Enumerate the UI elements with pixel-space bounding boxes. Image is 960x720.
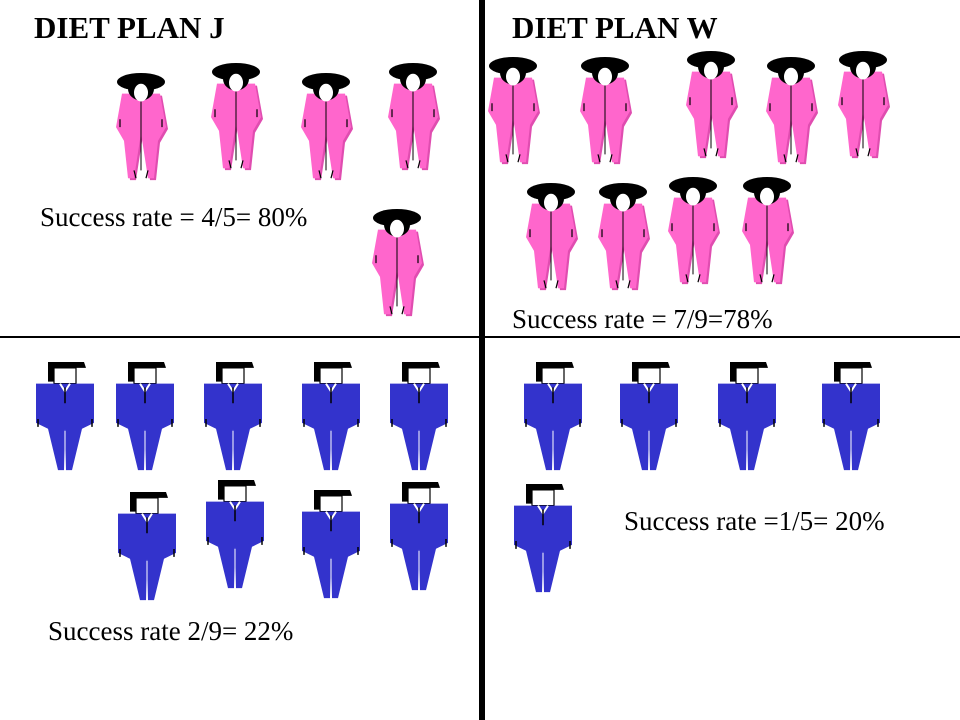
plan-w-woman-3 <box>680 50 746 168</box>
plan-j-man-6 <box>112 490 182 604</box>
plan-j-man-9 <box>384 480 454 594</box>
horizontal-divider-right <box>485 336 960 338</box>
plan-w-woman-4 <box>760 56 826 174</box>
woman-icon <box>686 50 738 159</box>
plan-j-woman-2 <box>205 62 271 180</box>
plan-w-man-1 <box>518 360 588 474</box>
woman-icon <box>742 176 794 285</box>
plan-w-men-success-rate: Success rate =1/5= 20% <box>624 506 885 536</box>
plan-w-man-4 <box>816 360 886 474</box>
woman-icon <box>580 56 632 165</box>
plan-w-woman-1 <box>482 56 548 174</box>
man-icon <box>718 361 776 471</box>
woman-icon <box>838 50 890 159</box>
plan-j-man-1 <box>30 360 100 474</box>
woman-icon <box>116 72 168 181</box>
man-icon <box>390 361 448 471</box>
man-icon <box>620 361 678 471</box>
plan-j-woman-5 <box>366 208 432 326</box>
plan-w-man-3 <box>712 360 782 474</box>
plan-w-man-5 <box>508 482 578 596</box>
plan-w-woman-9 <box>736 176 802 294</box>
plan-j-man-2 <box>110 360 180 474</box>
plan-w-women-success-rate: Success rate = 7/9=78% <box>512 304 773 334</box>
vertical-divider <box>479 0 485 720</box>
plan-j-woman-4 <box>382 62 448 180</box>
plan-w-man-2 <box>614 360 684 474</box>
plan-w-title: DIET PLAN W <box>512 10 718 45</box>
man-icon <box>390 481 448 591</box>
woman-icon <box>301 72 353 181</box>
woman-icon <box>211 62 263 171</box>
man-icon <box>302 489 360 599</box>
plan-j-man-3 <box>198 360 268 474</box>
plan-w-woman-5 <box>832 50 898 168</box>
man-icon <box>206 479 264 589</box>
plan-j-men-success-rate: Success rate 2/9= 22% <box>48 616 294 646</box>
woman-icon <box>488 56 540 165</box>
man-icon <box>116 361 174 471</box>
woman-icon <box>668 176 720 285</box>
man-icon <box>36 361 94 471</box>
woman-icon <box>766 56 818 165</box>
woman-icon <box>388 62 440 171</box>
plan-j-man-5 <box>384 360 454 474</box>
man-icon <box>524 361 582 471</box>
plan-w-woman-8 <box>662 176 728 294</box>
woman-icon <box>372 208 424 317</box>
plan-j-women-success-rate: Success rate = 4/5= 80% <box>40 202 308 232</box>
man-icon <box>118 491 176 601</box>
man-icon <box>302 361 360 471</box>
plan-w-woman-7 <box>592 182 658 300</box>
woman-icon <box>526 182 578 291</box>
plan-j-woman-1 <box>110 72 176 190</box>
plan-j-man-8 <box>296 488 366 602</box>
plan-j-man-4 <box>296 360 366 474</box>
man-icon <box>514 483 572 593</box>
man-icon <box>822 361 880 471</box>
plan-j-title: DIET PLAN J <box>34 10 225 45</box>
woman-icon <box>598 182 650 291</box>
plan-w-woman-6 <box>520 182 586 300</box>
plan-w-woman-2 <box>574 56 640 174</box>
plan-j-man-7 <box>200 478 270 592</box>
plan-j-woman-3 <box>295 72 361 190</box>
man-icon <box>204 361 262 471</box>
horizontal-divider-left <box>0 336 479 338</box>
